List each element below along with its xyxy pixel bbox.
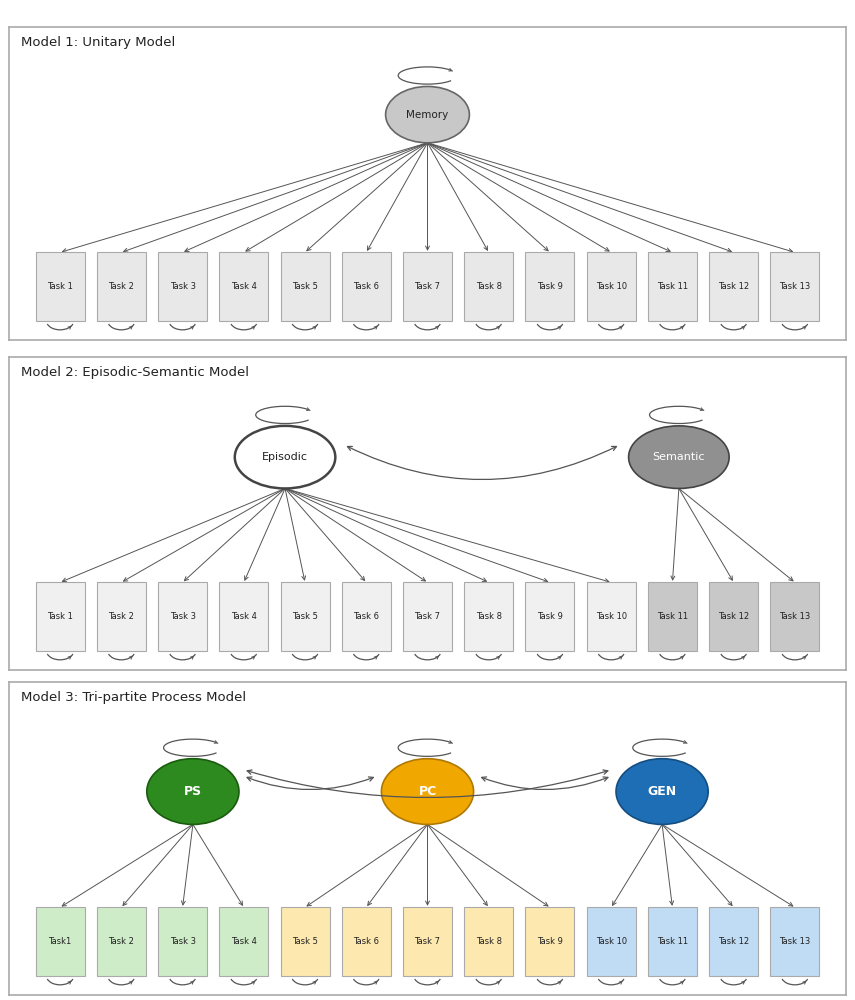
FancyBboxPatch shape <box>342 907 391 976</box>
Text: Task 6: Task 6 <box>353 937 380 946</box>
Ellipse shape <box>628 426 729 488</box>
Text: PS: PS <box>184 785 202 798</box>
FancyBboxPatch shape <box>587 582 635 651</box>
Text: Task 10: Task 10 <box>596 612 627 621</box>
FancyBboxPatch shape <box>220 252 268 321</box>
FancyBboxPatch shape <box>220 582 268 651</box>
Text: Task 8: Task 8 <box>475 937 502 946</box>
Text: Task 10: Task 10 <box>596 282 627 291</box>
FancyBboxPatch shape <box>403 582 452 651</box>
FancyBboxPatch shape <box>36 252 85 321</box>
FancyBboxPatch shape <box>464 907 513 976</box>
Text: PC: PC <box>418 785 437 798</box>
FancyBboxPatch shape <box>280 907 329 976</box>
Text: Task 3: Task 3 <box>169 612 196 621</box>
Text: Task 2: Task 2 <box>109 937 134 946</box>
Ellipse shape <box>381 759 474 824</box>
Text: Task 4: Task 4 <box>231 612 256 621</box>
Text: Task 13: Task 13 <box>779 937 811 946</box>
Text: Task 11: Task 11 <box>657 282 688 291</box>
Text: Task 7: Task 7 <box>415 612 440 621</box>
Ellipse shape <box>616 759 708 824</box>
Text: Task 2: Task 2 <box>109 282 134 291</box>
FancyBboxPatch shape <box>97 252 146 321</box>
FancyBboxPatch shape <box>158 252 207 321</box>
FancyBboxPatch shape <box>342 252 391 321</box>
Text: Task 5: Task 5 <box>292 937 318 946</box>
FancyBboxPatch shape <box>526 907 575 976</box>
Text: Task1: Task1 <box>49 937 72 946</box>
Text: Task 2: Task 2 <box>109 612 134 621</box>
FancyBboxPatch shape <box>587 252 635 321</box>
Text: Task 3: Task 3 <box>169 937 196 946</box>
Text: Task 10: Task 10 <box>596 937 627 946</box>
Text: Task 11: Task 11 <box>657 612 688 621</box>
FancyBboxPatch shape <box>648 252 697 321</box>
Text: Memory: Memory <box>406 110 449 120</box>
Text: Task 11: Task 11 <box>657 937 688 946</box>
FancyBboxPatch shape <box>770 252 819 321</box>
FancyBboxPatch shape <box>97 582 146 651</box>
FancyBboxPatch shape <box>709 907 758 976</box>
Text: Task 12: Task 12 <box>718 612 749 621</box>
FancyBboxPatch shape <box>709 252 758 321</box>
FancyBboxPatch shape <box>648 582 697 651</box>
FancyBboxPatch shape <box>648 907 697 976</box>
Text: Model 1: Unitary Model: Model 1: Unitary Model <box>21 36 175 49</box>
Text: Task 5: Task 5 <box>292 612 318 621</box>
Text: Task 13: Task 13 <box>779 282 811 291</box>
FancyBboxPatch shape <box>770 907 819 976</box>
FancyBboxPatch shape <box>280 582 329 651</box>
Text: Semantic: Semantic <box>652 452 705 462</box>
FancyBboxPatch shape <box>526 582 575 651</box>
FancyBboxPatch shape <box>587 907 635 976</box>
Text: Episodic: Episodic <box>262 452 308 462</box>
Text: Task 7: Task 7 <box>415 937 440 946</box>
Ellipse shape <box>235 426 335 488</box>
FancyBboxPatch shape <box>97 907 146 976</box>
Text: Task 3: Task 3 <box>169 282 196 291</box>
Text: Task 9: Task 9 <box>537 282 563 291</box>
Text: Task 6: Task 6 <box>353 282 380 291</box>
Text: Task 7: Task 7 <box>415 282 440 291</box>
FancyBboxPatch shape <box>36 907 85 976</box>
FancyBboxPatch shape <box>770 582 819 651</box>
Text: Task 12: Task 12 <box>718 937 749 946</box>
FancyBboxPatch shape <box>464 252 513 321</box>
FancyBboxPatch shape <box>158 582 207 651</box>
Text: Task 9: Task 9 <box>537 937 563 946</box>
Text: Task 1: Task 1 <box>47 282 73 291</box>
FancyBboxPatch shape <box>36 582 85 651</box>
Text: Model 2: Episodic-Semantic Model: Model 2: Episodic-Semantic Model <box>21 366 249 379</box>
Text: Task 5: Task 5 <box>292 282 318 291</box>
FancyBboxPatch shape <box>220 907 268 976</box>
Text: Task 6: Task 6 <box>353 612 380 621</box>
FancyBboxPatch shape <box>158 907 207 976</box>
Text: GEN: GEN <box>647 785 676 798</box>
Text: Task 12: Task 12 <box>718 282 749 291</box>
Text: Task 9: Task 9 <box>537 612 563 621</box>
FancyBboxPatch shape <box>403 252 452 321</box>
FancyBboxPatch shape <box>464 582 513 651</box>
FancyBboxPatch shape <box>280 252 329 321</box>
Ellipse shape <box>147 759 239 824</box>
Text: Task 8: Task 8 <box>475 612 502 621</box>
Ellipse shape <box>386 86 469 143</box>
FancyBboxPatch shape <box>403 907 452 976</box>
Text: Model 3: Tri-partite Process Model: Model 3: Tri-partite Process Model <box>21 691 246 704</box>
Text: Task 4: Task 4 <box>231 282 256 291</box>
FancyBboxPatch shape <box>342 582 391 651</box>
Text: Task 1: Task 1 <box>47 612 73 621</box>
Text: Task 4: Task 4 <box>231 937 256 946</box>
FancyBboxPatch shape <box>526 252 575 321</box>
Text: Task 8: Task 8 <box>475 282 502 291</box>
Text: Task 13: Task 13 <box>779 612 811 621</box>
FancyBboxPatch shape <box>709 582 758 651</box>
